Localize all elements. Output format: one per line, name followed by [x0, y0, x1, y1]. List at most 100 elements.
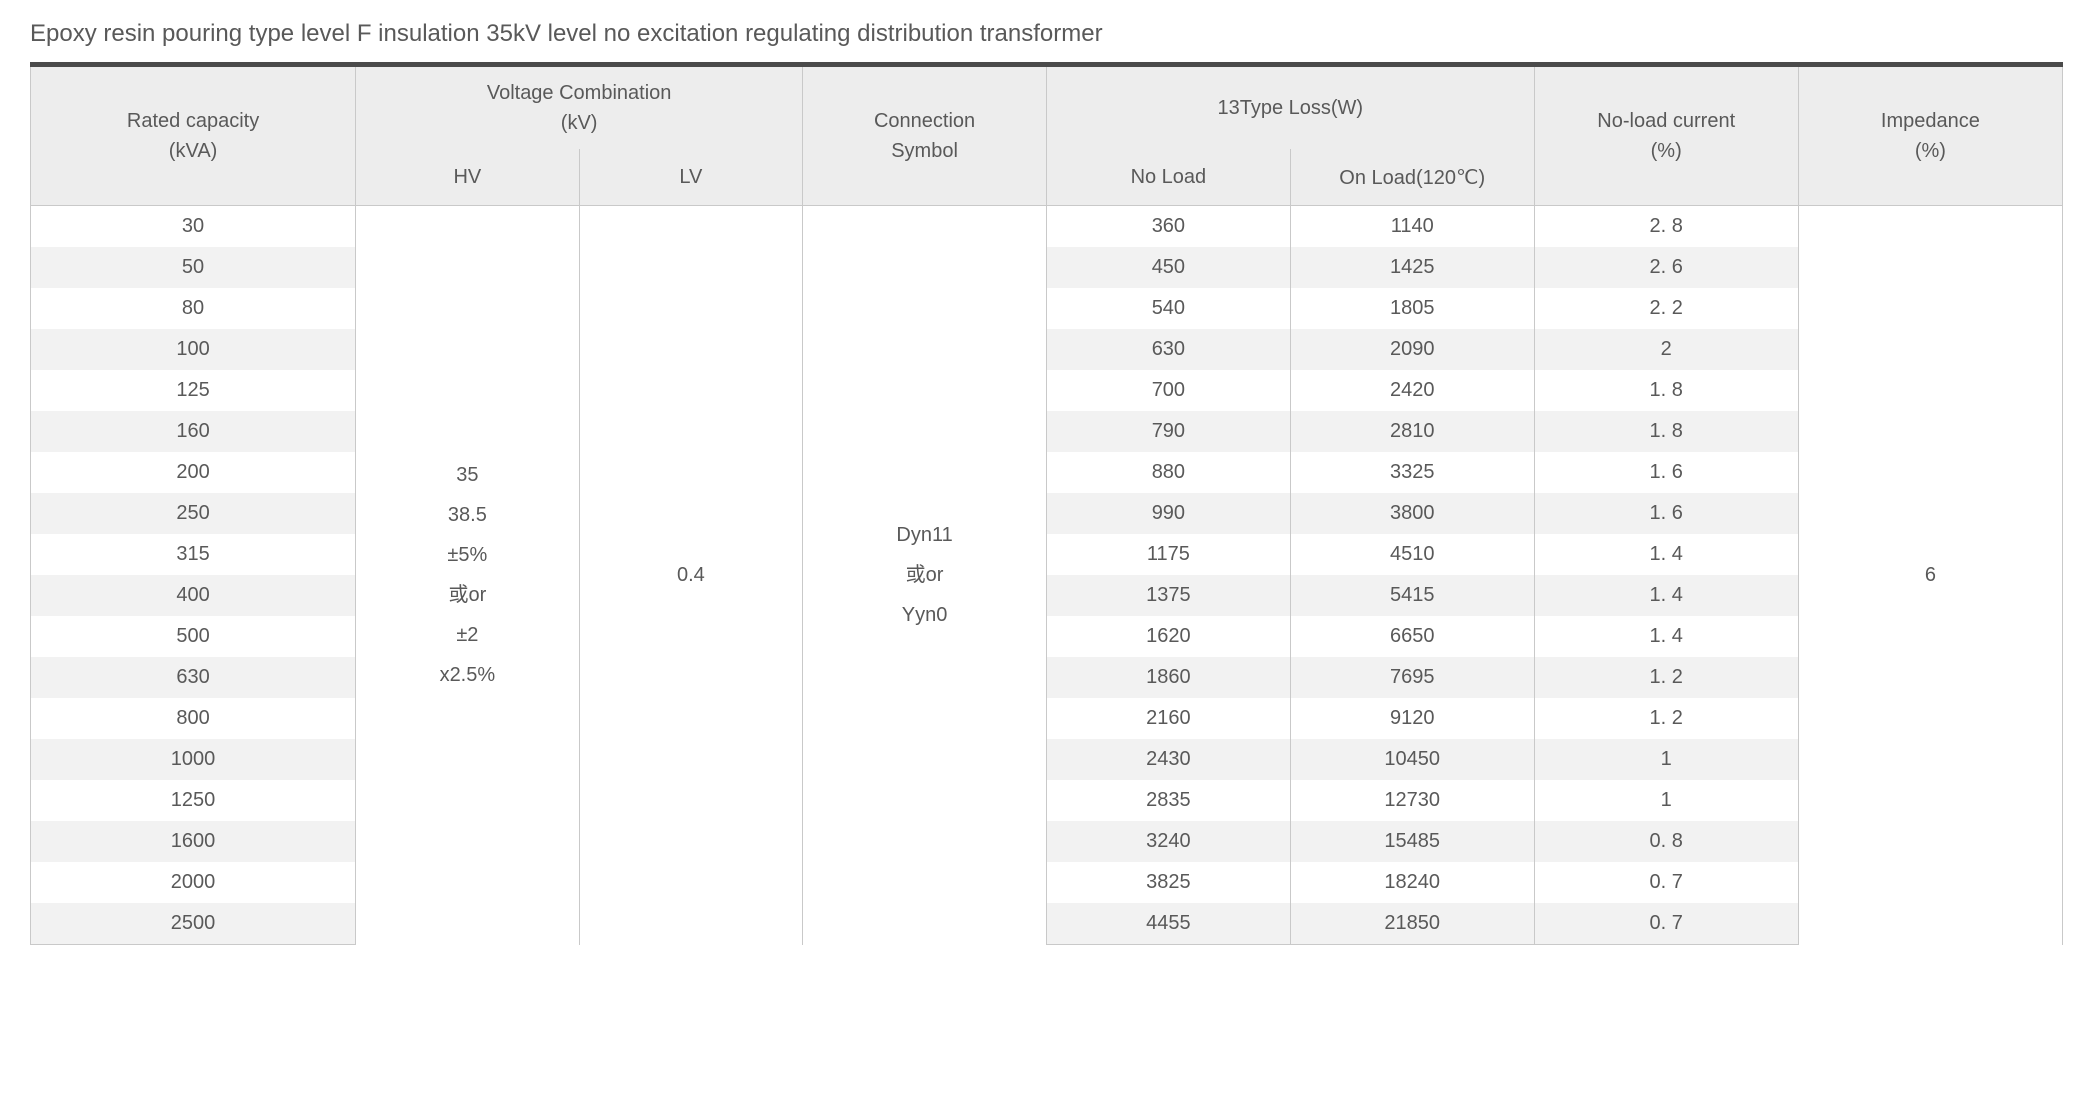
- cell-onload: 18240: [1290, 862, 1534, 903]
- cell-noload-current: 1. 2: [1534, 657, 1798, 698]
- col-subheader-hv: HV: [356, 149, 580, 206]
- cell-noload: 1375: [1046, 575, 1290, 616]
- cell-onload: 7695: [1290, 657, 1534, 698]
- table-row: 2500 4455218500. 7: [31, 903, 2063, 945]
- cell-noload: 1620: [1046, 616, 1290, 657]
- cell-capacity: 400: [31, 575, 356, 616]
- cell-onload: 3800: [1290, 493, 1534, 534]
- cell-onload: 2810: [1290, 411, 1534, 452]
- col-header-connection-l2: Symbol: [891, 140, 958, 162]
- cell-noload-current: 1. 4: [1534, 575, 1798, 616]
- col-header-capacity-l2: (kVA): [169, 140, 218, 162]
- table-row: 2000 3825182400. 7: [31, 862, 2063, 903]
- cell-noload-current: 1. 4: [1534, 616, 1798, 657]
- table-row: 20088033251. 6: [31, 452, 2063, 493]
- cell-capacity: 1250: [31, 780, 356, 821]
- cell-noload-current: 2. 2: [1534, 288, 1798, 329]
- cell-connection-merged: Dyn11 或or Yyn0: [803, 206, 1047, 945]
- col-header-voltage-l2: (kV): [561, 112, 598, 134]
- cell-onload: 2090: [1290, 329, 1534, 370]
- cell-noload-current: 1. 2: [1534, 698, 1798, 739]
- col-header-nlc-l2: (%): [1651, 140, 1682, 162]
- cell-noload-current: 1. 6: [1534, 493, 1798, 534]
- cell-noload: 540: [1046, 288, 1290, 329]
- cell-noload: 630: [1046, 329, 1290, 370]
- col-header-voltage: Voltage Combination (kV): [356, 67, 803, 149]
- cell-noload-current: 2. 6: [1534, 247, 1798, 288]
- table-row: 630 186076951. 2: [31, 657, 2063, 698]
- cell-onload: 21850: [1290, 903, 1534, 945]
- cell-noload: 3825: [1046, 862, 1290, 903]
- cell-impedance-merged: 6: [1798, 206, 2062, 945]
- cell-onload: 1425: [1290, 247, 1534, 288]
- cell-noload: 700: [1046, 370, 1290, 411]
- cell-noload: 2835: [1046, 780, 1290, 821]
- cell-noload: 3240: [1046, 821, 1290, 862]
- cell-noload: 1860: [1046, 657, 1290, 698]
- col-header-connection-l1: Connection: [874, 110, 975, 132]
- cell-capacity: 1600: [31, 821, 356, 862]
- cell-onload: 2420: [1290, 370, 1534, 411]
- cell-noload: 360: [1046, 206, 1290, 248]
- cell-hv-merged: 35 38.5 ±5% 或or ±2 x2.5%: [356, 206, 580, 945]
- cell-capacity: 200: [31, 452, 356, 493]
- cell-capacity: 1000: [31, 739, 356, 780]
- table-body: 3035 38.5 ±5% 或or ±2 x2.5%0.4Dyn11 或or Y…: [31, 206, 2063, 945]
- col-header-loss: 13Type Loss(W): [1046, 67, 1534, 149]
- col-header-impedance-l1: Impedance: [1881, 110, 1980, 132]
- cell-capacity: 2500: [31, 903, 356, 945]
- cell-noload-current: 0. 7: [1534, 862, 1798, 903]
- cell-capacity: 630: [31, 657, 356, 698]
- cell-onload: 6650: [1290, 616, 1534, 657]
- cell-capacity: 30: [31, 206, 356, 248]
- cell-onload: 10450: [1290, 739, 1534, 780]
- table-row: 10063020902: [31, 329, 2063, 370]
- cell-capacity: 500: [31, 616, 356, 657]
- cell-capacity: 250: [31, 493, 356, 534]
- cell-onload: 9120: [1290, 698, 1534, 739]
- table-row: 3035 38.5 ±5% 或or ±2 x2.5%0.4Dyn11 或or Y…: [31, 206, 2063, 248]
- cell-noload-current: 0. 8: [1534, 821, 1798, 862]
- cell-noload: 880: [1046, 452, 1290, 493]
- col-subheader-lv: LV: [579, 149, 803, 206]
- cell-noload-current: 2. 8: [1534, 206, 1798, 248]
- table-row: 16079028101. 8: [31, 411, 2063, 452]
- col-header-capacity: Rated capacity (kVA): [31, 67, 356, 206]
- col-header-impedance-l2: (%): [1915, 140, 1946, 162]
- cell-capacity: 125: [31, 370, 356, 411]
- cell-noload: 1175: [1046, 534, 1290, 575]
- cell-capacity: 50: [31, 247, 356, 288]
- cell-noload-current: 0. 7: [1534, 903, 1798, 945]
- cell-noload: 790: [1046, 411, 1290, 452]
- col-header-loss-l1: 13Type Loss(W): [1217, 97, 1363, 119]
- cell-onload: 12730: [1290, 780, 1534, 821]
- cell-capacity: 315: [31, 534, 356, 575]
- table-row: 50 45014252. 6: [31, 247, 2063, 288]
- table-row: 800 216091201. 2: [31, 698, 2063, 739]
- cell-noload: 990: [1046, 493, 1290, 534]
- cell-lv-merged: 0.4: [579, 206, 803, 945]
- transformer-spec-table: Rated capacity (kVA) Voltage Combination…: [30, 67, 2063, 945]
- table-row: 400137554151. 4: [31, 575, 2063, 616]
- table-row: 10002430104501: [31, 739, 2063, 780]
- page-title: Epoxy resin pouring type level F insulat…: [30, 20, 2063, 48]
- cell-capacity: 100: [31, 329, 356, 370]
- cell-capacity: 2000: [31, 862, 356, 903]
- cell-capacity: 800: [31, 698, 356, 739]
- cell-noload: 2430: [1046, 739, 1290, 780]
- cell-noload-current: 1: [1534, 780, 1798, 821]
- table-header: Rated capacity (kVA) Voltage Combination…: [31, 67, 2063, 206]
- col-subheader-onload: On Load(120℃): [1290, 149, 1534, 206]
- cell-noload-current: 1. 6: [1534, 452, 1798, 493]
- col-header-nlc: No-load current (%): [1534, 67, 1798, 206]
- cell-onload: 15485: [1290, 821, 1534, 862]
- cell-capacity: 80: [31, 288, 356, 329]
- table-row: 500 162066501. 4: [31, 616, 2063, 657]
- table-row: 1250 2835127301: [31, 780, 2063, 821]
- cell-noload: 450: [1046, 247, 1290, 288]
- cell-onload: 4510: [1290, 534, 1534, 575]
- table-row: 8054018052. 2: [31, 288, 2063, 329]
- cell-noload: 4455: [1046, 903, 1290, 945]
- col-header-voltage-l1: Voltage Combination: [487, 82, 672, 104]
- cell-noload: 2160: [1046, 698, 1290, 739]
